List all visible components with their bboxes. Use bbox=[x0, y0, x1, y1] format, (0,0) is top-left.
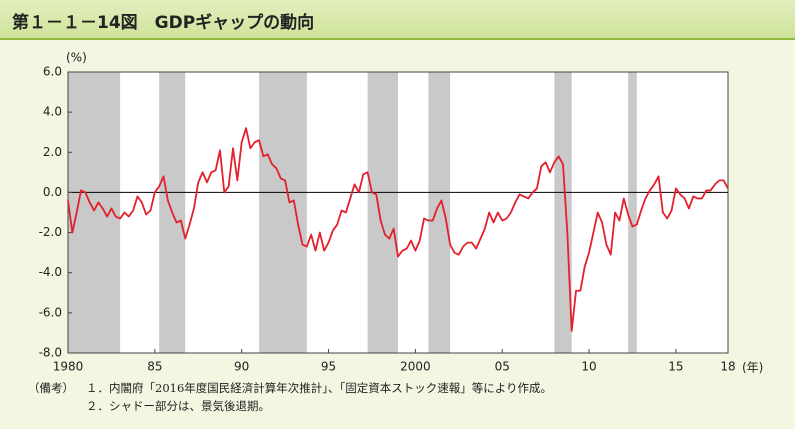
y-tick-label: 6.0 bbox=[43, 65, 62, 79]
y-tick-label: -2.0 bbox=[39, 225, 62, 239]
x-tick-label: 90 bbox=[234, 360, 249, 374]
shaded-period bbox=[554, 72, 572, 353]
chart: (%) (年) 6.0 4.0 2.0 0.0 -2.0 -4.0 -6.0 -8.01980… bbox=[39, 51, 764, 375]
x-tick-label: 1980 bbox=[53, 360, 84, 374]
y-tick-label: 0.0 bbox=[43, 185, 62, 199]
title: 第１－１－14図 GDPギャップの動向 bbox=[12, 13, 315, 33]
shaded-period bbox=[628, 72, 637, 353]
y-tick-label: 2.0 bbox=[43, 145, 62, 159]
title-bar: 第１－１－14図 GDPギャップの動向 bbox=[0, 0, 795, 40]
x-tick-label: 10 bbox=[581, 360, 596, 374]
y-tick-label: -6.0 bbox=[39, 305, 62, 319]
x-unit: (年) bbox=[742, 361, 763, 375]
x-tick-label: 85 bbox=[147, 360, 162, 374]
x-tick-label: 18 bbox=[720, 360, 735, 374]
y-tick-label: 4.0 bbox=[43, 105, 62, 119]
x-tick-label: 05 bbox=[495, 360, 510, 374]
notes-label: （備考） bbox=[28, 381, 74, 395]
y-tick-label: -8.0 bbox=[39, 346, 62, 360]
shaded-period bbox=[259, 72, 307, 353]
note: １．内閣府「2016年度国民経済計算年次推計」、「固定資本ストック速報」等により… bbox=[86, 381, 553, 395]
shaded-period bbox=[428, 72, 451, 353]
x-tick-label: 15 bbox=[668, 360, 683, 374]
plot-border bbox=[67, 71, 729, 354]
y-tick-label: -4.0 bbox=[39, 265, 62, 279]
y-unit: (%) bbox=[66, 51, 87, 65]
x-tick-label: 2000 bbox=[400, 360, 431, 374]
shaded-period bbox=[367, 72, 398, 353]
note: ２．シャドー部分は、景気後退期。 bbox=[86, 399, 270, 413]
gdp-gap-line bbox=[67, 127, 729, 332]
x-tick-label: 95 bbox=[321, 360, 336, 374]
